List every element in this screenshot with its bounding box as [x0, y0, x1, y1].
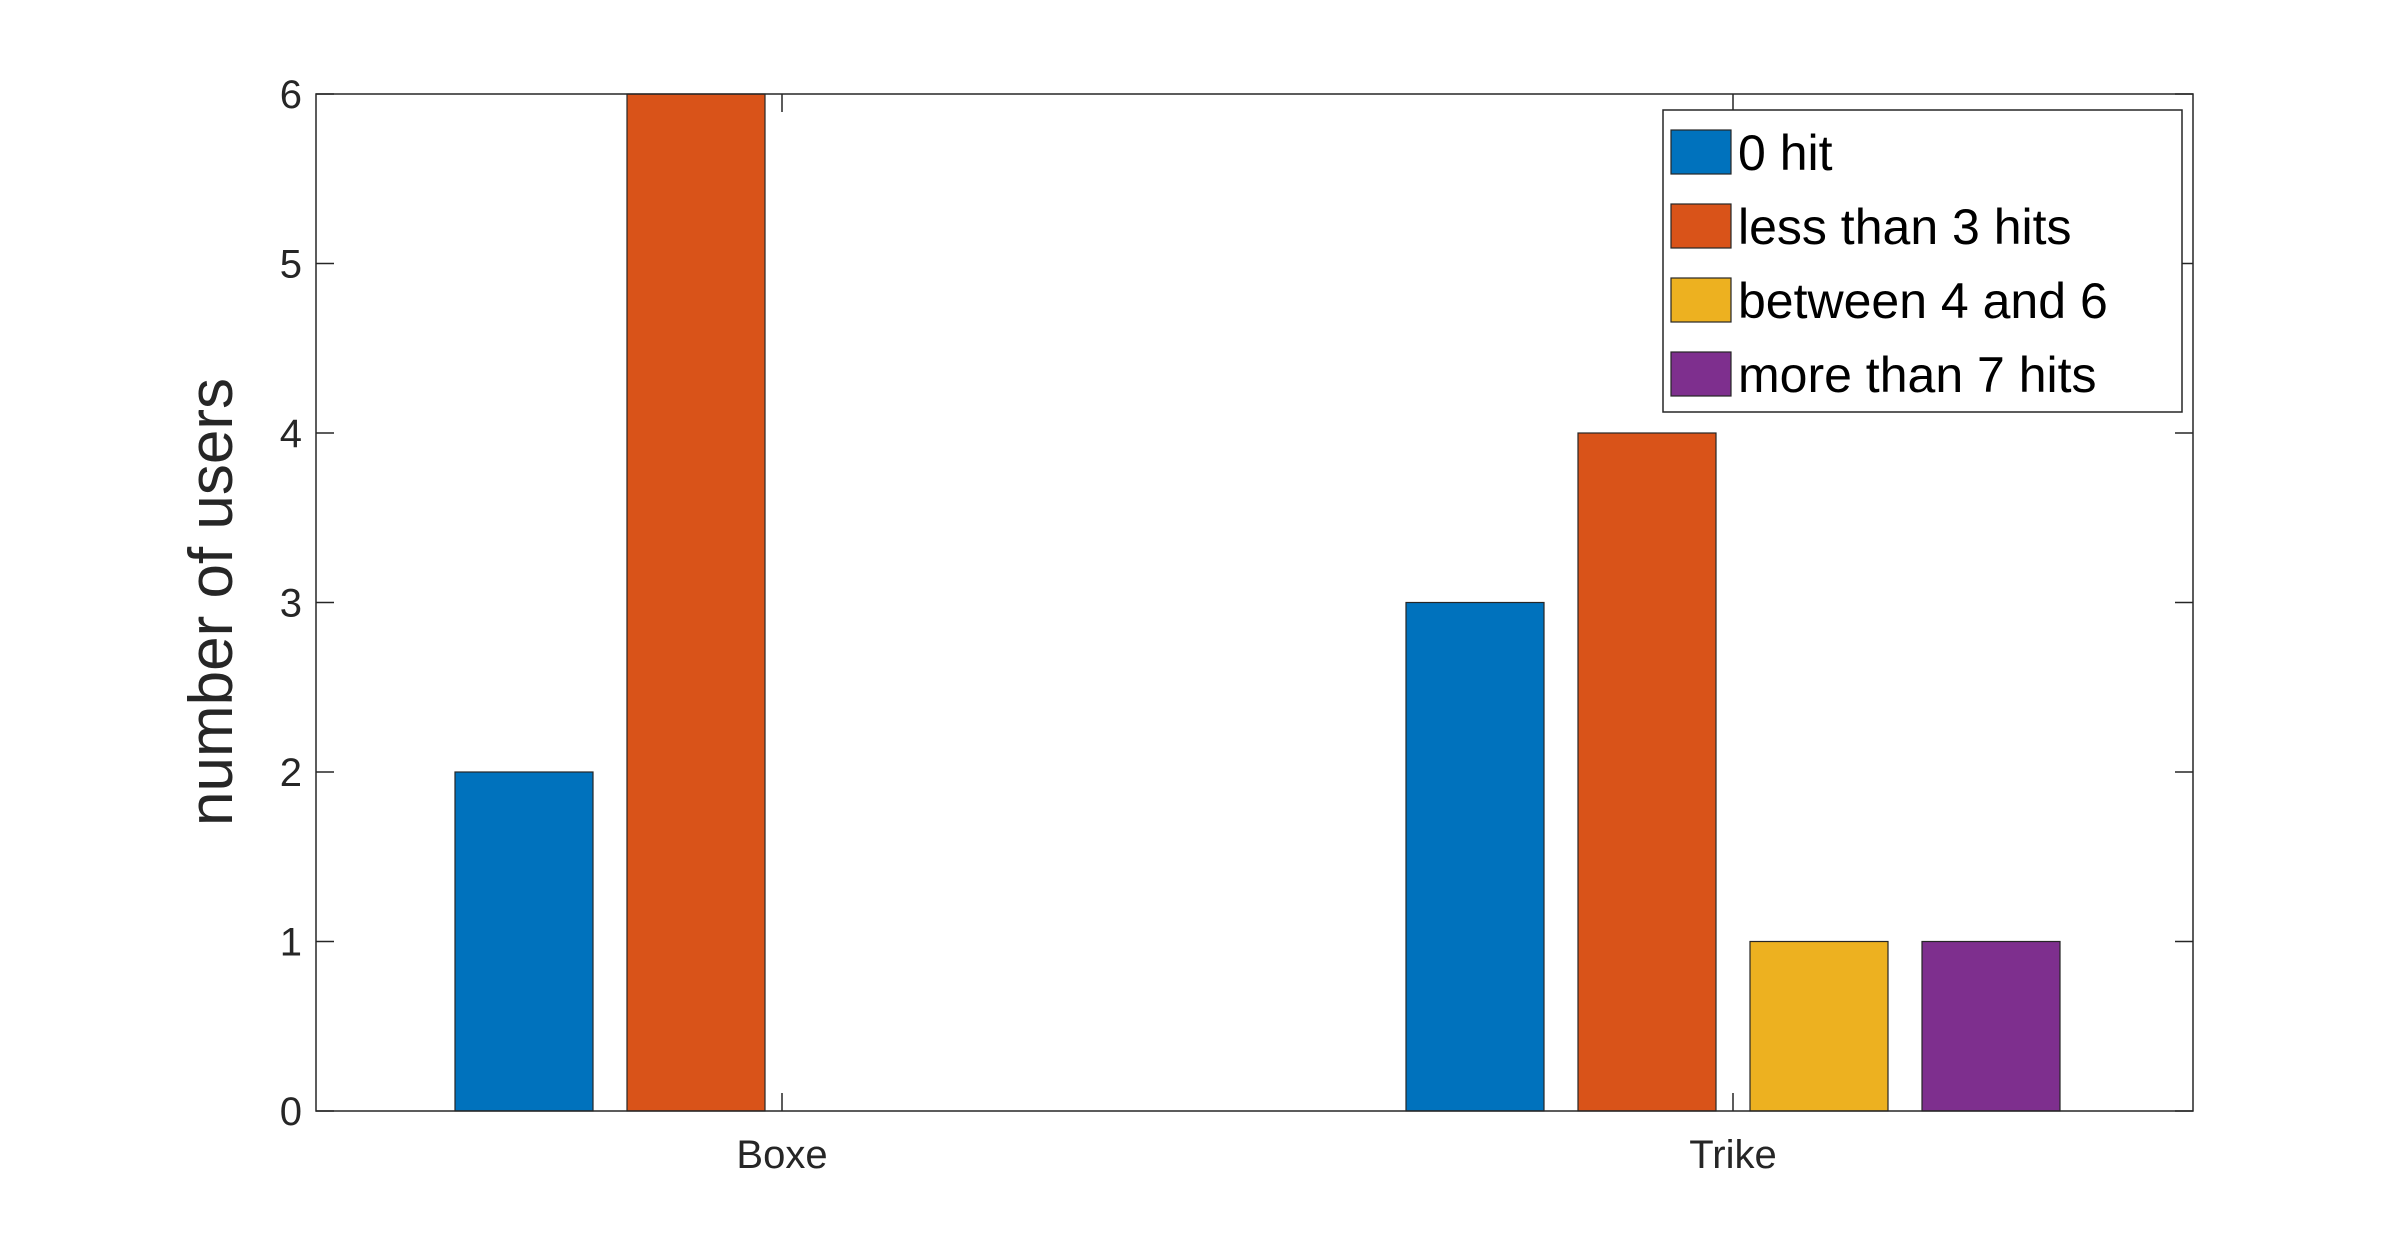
y-tick-label: 5: [280, 243, 302, 287]
bar-0-hit-boxe: [454, 771, 594, 1112]
legend-label: between 4 and 6: [1738, 273, 2108, 329]
bar-between-4-and-6-trike: [1749, 940, 1889, 1112]
legend-label: more than 7 hits: [1738, 347, 2097, 403]
legend-label: 0 hit: [1738, 125, 1833, 181]
axis-ticks: 0 1 2 3 4 5 6 Boxe Trike: [280, 73, 2193, 1177]
bar-more-than-7-hits-trike: [1921, 940, 2061, 1112]
y-tick-label: 6: [280, 73, 302, 117]
bar-less-than-3-hits-trike: [1577, 432, 1717, 1112]
legend-swatch-less-than-3-hits: [1670, 203, 1732, 249]
x-tick-label-boxe: Boxe: [736, 1133, 827, 1177]
y-tick-label: 1: [280, 921, 302, 965]
y-tick-label: 3: [280, 582, 302, 626]
legend-swatch-0-hit: [1670, 129, 1732, 175]
legend-swatch-between-4-and-6: [1670, 277, 1732, 323]
axis-labels: number of users: [177, 378, 246, 826]
y-tick-label: 4: [280, 412, 302, 456]
legend-swatch-more-than-7-hits: [1670, 351, 1732, 397]
y-axis-label: number of users: [177, 378, 246, 826]
legend-label: less than 3 hits: [1738, 199, 2072, 255]
y-tick-label: 2: [280, 751, 302, 795]
bar-0-hit-trike: [1405, 601, 1545, 1112]
legend-box: [1662, 109, 2183, 413]
legend: 0 hit less than 3 hits between 4 and 6 more…: [1662, 109, 2183, 413]
y-tick-label: 0: [280, 1090, 302, 1134]
bar-less-than-3-hits-boxe: [626, 93, 766, 1112]
x-tick-label-trike: Trike: [1689, 1133, 1776, 1177]
